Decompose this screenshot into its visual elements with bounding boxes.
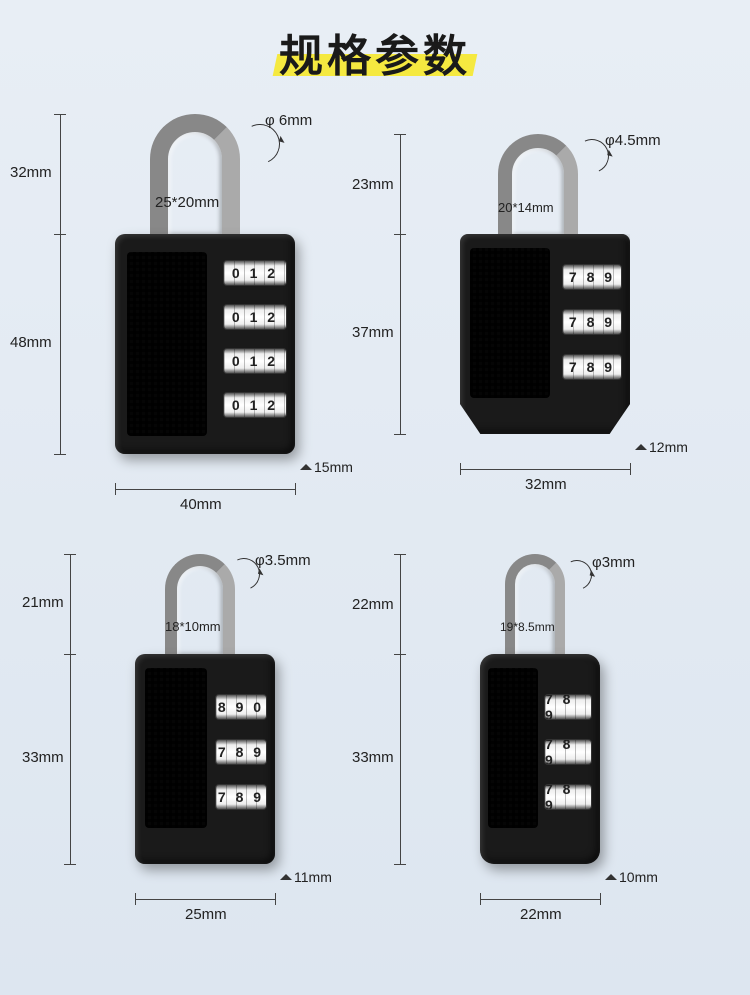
shackle-dia-label: φ3.5mm xyxy=(255,552,311,569)
dim-tick xyxy=(460,463,461,475)
dial: 7 8 9 xyxy=(562,354,622,380)
page-title-wrap: 规格参数 xyxy=(0,0,750,84)
lock-body-icon: 7 8 9 7 8 9 7 8 9 xyxy=(480,654,600,864)
body-width-label: 25mm xyxy=(185,906,227,923)
dim-tick xyxy=(54,454,66,455)
dim-vline xyxy=(70,554,71,864)
dim-tick xyxy=(64,864,76,865)
depth-indicator: 10mm xyxy=(605,869,658,885)
shackle-inner-label: 20*14mm xyxy=(498,200,554,215)
grip-texture xyxy=(145,668,207,828)
dial: 7 8 9 xyxy=(215,784,267,810)
dim-tick xyxy=(135,893,136,905)
dim-tick xyxy=(54,234,66,235)
depth-label: 15mm xyxy=(314,459,353,475)
dial: 0 1 2 xyxy=(223,260,287,286)
shackle-inner-label: 19*8.5mm xyxy=(500,620,555,634)
page-title: 规格参数 xyxy=(279,20,471,84)
dial: 0 1 2 xyxy=(223,392,287,418)
shackle-icon xyxy=(505,554,565,654)
dial: 7 8 9 xyxy=(562,264,622,290)
dial: 8 9 0 xyxy=(215,694,267,720)
dim-tick xyxy=(394,234,406,235)
shackle-height-label: 32mm xyxy=(10,164,52,181)
lock-spec-3: 21mm 33mm 25mm 8 9 0 7 8 9 7 8 9 18*10mm… xyxy=(70,534,370,964)
lock-spec-4: 22mm 33mm 22mm 7 8 9 7 8 9 7 8 9 19*8.5m… xyxy=(400,534,720,964)
depth-indicator: 12mm xyxy=(635,439,688,455)
dim-vline xyxy=(400,554,401,864)
dial: 7 8 9 xyxy=(562,309,622,335)
shackle-dia-label: φ3mm xyxy=(592,554,635,571)
dial: 7 8 9 xyxy=(544,694,592,720)
body-width-label: 22mm xyxy=(520,906,562,923)
dim-tick xyxy=(480,893,481,905)
dim-hline xyxy=(460,469,630,470)
grip-texture xyxy=(127,252,207,436)
body-height-label: 33mm xyxy=(22,749,64,766)
lock-body-icon: 7 8 9 7 8 9 7 8 9 xyxy=(460,234,630,434)
shackle-height-label: 21mm xyxy=(22,594,64,611)
dim-tick xyxy=(394,654,406,655)
depth-label: 12mm xyxy=(649,439,688,455)
shackle-icon xyxy=(498,134,578,234)
shackle-inner-label: 25*20mm xyxy=(155,194,219,211)
depth-indicator: 15mm xyxy=(300,459,353,475)
dial: 7 8 9 xyxy=(544,784,592,810)
depth-label: 10mm xyxy=(619,869,658,885)
dim-tick xyxy=(275,893,276,905)
dim-tick xyxy=(394,864,406,865)
body-height-label: 37mm xyxy=(352,324,394,341)
lock-body-icon: 8 9 0 7 8 9 7 8 9 xyxy=(135,654,275,864)
dial: 7 8 9 xyxy=(544,739,592,765)
dim-vline xyxy=(400,134,401,434)
dim-vline xyxy=(60,114,61,454)
dim-tick xyxy=(600,893,601,905)
dim-tick xyxy=(394,434,406,435)
lock-body-icon: 0 1 2 0 1 2 0 1 2 0 1 2 xyxy=(115,234,295,454)
dim-tick xyxy=(64,654,76,655)
shackle-height-label: 23mm xyxy=(352,176,394,193)
dim-hline xyxy=(480,899,600,900)
shackle-icon xyxy=(165,554,235,654)
dim-tick xyxy=(64,554,76,555)
dim-tick xyxy=(115,483,116,495)
shackle-icon xyxy=(150,114,240,234)
dim-hline xyxy=(115,489,295,490)
dim-tick xyxy=(54,114,66,115)
shackle-dia-label: φ4.5mm xyxy=(605,132,661,149)
dim-hline xyxy=(135,899,275,900)
depth-indicator: 11mm xyxy=(280,869,332,885)
depth-label: 11mm xyxy=(294,869,332,885)
dim-tick xyxy=(630,463,631,475)
dim-tick xyxy=(394,554,406,555)
spec-grid: 32mm 48mm 40mm 0 1 2 0 1 2 0 1 2 0 1 2 2… xyxy=(0,84,750,984)
shackle-inner-label: 18*10mm xyxy=(165,619,221,634)
body-width-label: 32mm xyxy=(525,476,567,493)
lock-spec-2: 23mm 37mm 32mm 7 8 9 7 8 9 7 8 9 20*14mm… xyxy=(400,114,720,514)
grip-texture xyxy=(488,668,538,828)
dial: 7 8 9 xyxy=(215,739,267,765)
grip-texture xyxy=(470,248,550,398)
shackle-dia-label: φ 6mm xyxy=(265,112,312,129)
dim-tick xyxy=(295,483,296,495)
dial: 0 1 2 xyxy=(223,304,287,330)
dial: 0 1 2 xyxy=(223,348,287,374)
dim-tick xyxy=(394,134,406,135)
body-height-label: 48mm xyxy=(10,334,52,351)
body-height-label: 33mm xyxy=(352,749,394,766)
body-width-label: 40mm xyxy=(180,496,222,513)
lock-spec-1: 32mm 48mm 40mm 0 1 2 0 1 2 0 1 2 0 1 2 2… xyxy=(60,94,360,514)
shackle-height-label: 22mm xyxy=(352,596,394,613)
